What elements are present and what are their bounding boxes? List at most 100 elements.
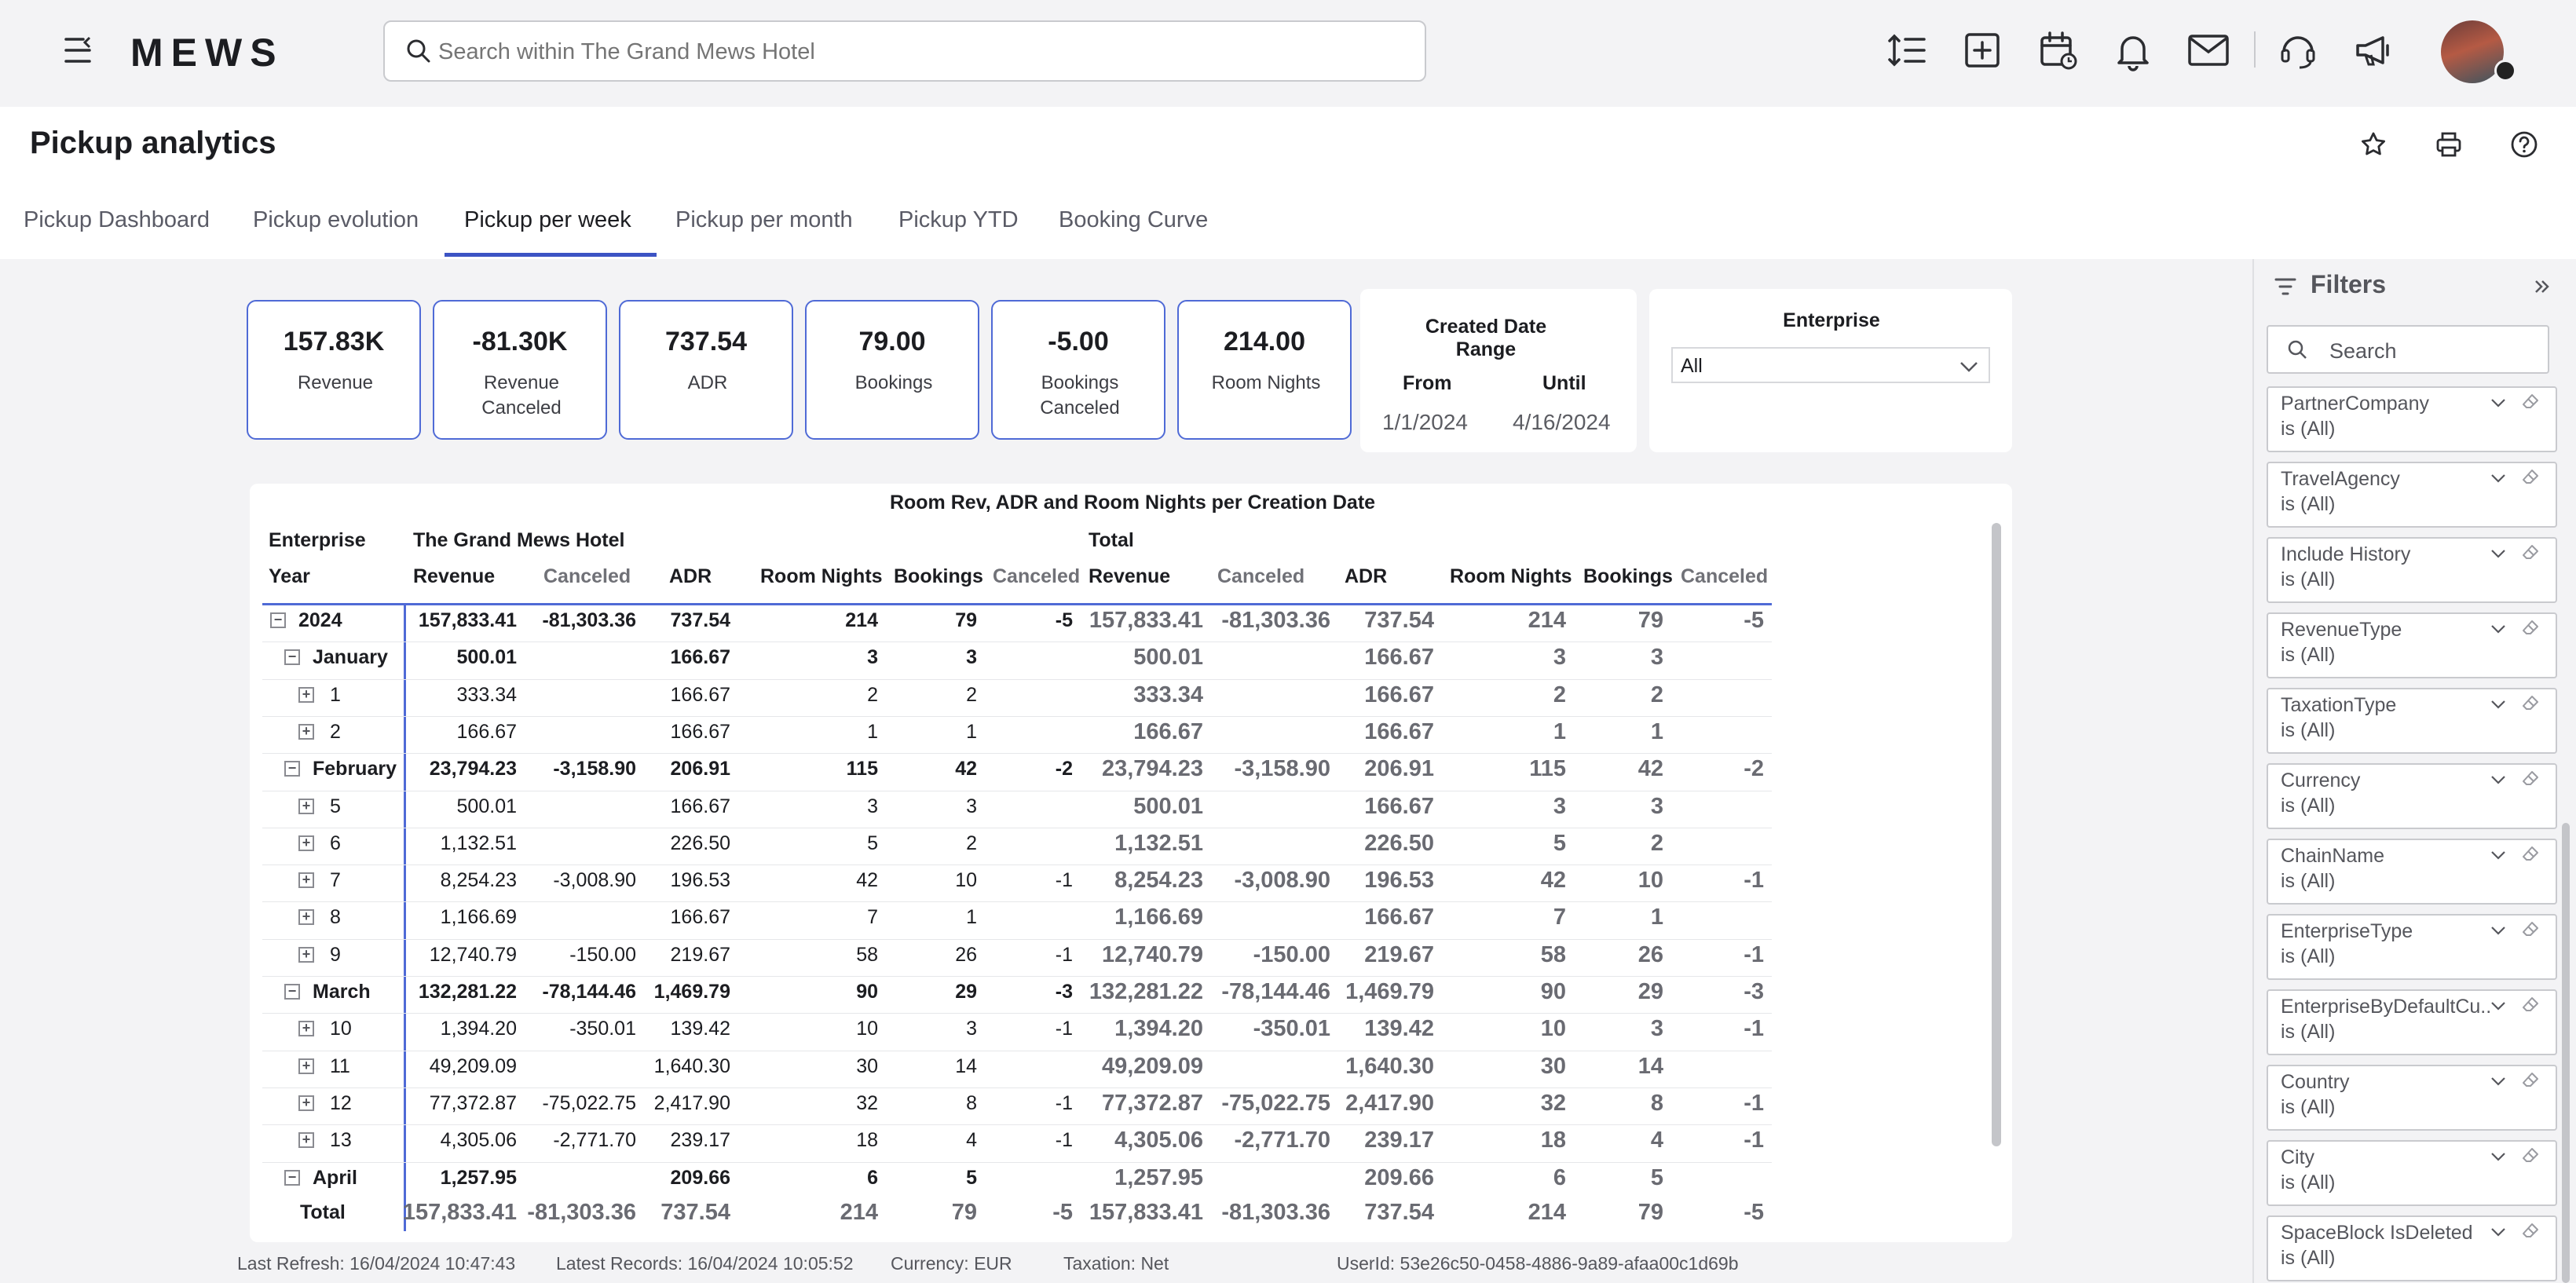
eraser-icon[interactable]: [2521, 1146, 2540, 1165]
filter-card[interactable]: TravelAgency is (All): [2267, 462, 2557, 528]
collapse-icon[interactable]: −: [284, 761, 300, 777]
filter-card[interactable]: ChainName is (All): [2267, 839, 2557, 905]
menu-icon[interactable]: [63, 35, 99, 66]
collapse-icon[interactable]: −: [284, 984, 300, 1000]
column-header[interactable]: Canceled: [1217, 565, 1305, 587]
chevron-down-icon[interactable]: [2490, 471, 2507, 485]
tab-pickup-per-week[interactable]: Pickup per week: [464, 207, 631, 232]
column-header[interactable]: ADR: [1345, 565, 1388, 587]
filter-card[interactable]: EnterpriseType is (All): [2267, 914, 2557, 980]
collapse-icon[interactable]: −: [284, 1169, 300, 1186]
filter-card[interactable]: SpaceBlock IsDeleted is (All): [2267, 1215, 2557, 1281]
collapse-pane-icon[interactable]: [2534, 278, 2551, 295]
date-until-value[interactable]: 4/16/2024: [1513, 410, 1611, 434]
megaphone-icon[interactable]: [2351, 28, 2395, 72]
row-label[interactable]: 13: [330, 1129, 352, 1152]
tab-pickup-dashboard[interactable]: Pickup Dashboard: [24, 207, 210, 232]
column-header[interactable]: Bookings: [1583, 565, 1673, 587]
row-label[interactable]: February: [313, 758, 397, 780]
enterprise-select[interactable]: All: [1671, 347, 1990, 383]
expand-icon[interactable]: +: [298, 946, 314, 963]
collapse-icon[interactable]: −: [284, 649, 300, 666]
eraser-icon[interactable]: [2521, 996, 2540, 1014]
line-spacing-icon[interactable]: [1885, 28, 1929, 72]
mews-logo[interactable]: MEWS: [130, 31, 284, 75]
add-square-icon[interactable]: [1960, 28, 2004, 72]
row-label[interactable]: 5: [330, 795, 341, 817]
expand-icon[interactable]: +: [298, 686, 314, 703]
chevron-down-icon[interactable]: [2490, 999, 2507, 1013]
row-label[interactable]: 11: [330, 1055, 350, 1077]
filter-card[interactable]: EnterpriseByDefaultCu... is (All): [2267, 989, 2557, 1055]
table-scrollbar[interactable]: [1992, 523, 2001, 1146]
kpi-card-room-nights[interactable]: 214.00 Room Nights: [1177, 300, 1352, 440]
expand-icon[interactable]: +: [298, 1058, 314, 1074]
row-label[interactable]: 12: [330, 1091, 352, 1114]
column-header[interactable]: Room Nights: [1450, 565, 1572, 587]
eraser-icon[interactable]: [2521, 543, 2540, 562]
global-search[interactable]: [383, 20, 1426, 82]
row-label[interactable]: January: [313, 646, 388, 669]
filter-search[interactable]: Search: [2267, 325, 2549, 374]
print-icon[interactable]: [2433, 129, 2464, 160]
chevron-down-icon[interactable]: [2490, 697, 2507, 711]
collapse-icon[interactable]: −: [270, 612, 286, 628]
chevron-down-icon[interactable]: [2490, 923, 2507, 938]
filter-card[interactable]: RevenueType is (All): [2267, 612, 2557, 678]
row-label[interactable]: 2: [330, 720, 341, 743]
date-from-value[interactable]: 1/1/2024: [1382, 410, 1468, 434]
column-header[interactable]: Canceled: [543, 565, 631, 587]
expand-icon[interactable]: +: [298, 1132, 314, 1149]
tab-pickup-ytd[interactable]: Pickup YTD: [898, 207, 1019, 232]
row-label[interactable]: 6: [330, 832, 341, 854]
star-icon[interactable]: [2358, 129, 2389, 160]
chevron-down-icon[interactable]: [2490, 546, 2507, 561]
bell-icon[interactable]: [2111, 28, 2155, 72]
row-label[interactable]: 10: [330, 1018, 352, 1040]
kpi-card-revenue-canceled[interactable]: -81.30K Revenue Canceled: [433, 300, 607, 440]
expand-icon[interactable]: +: [298, 798, 314, 814]
column-header[interactable]: Room Nights: [760, 565, 883, 587]
row-label[interactable]: 2024: [298, 609, 342, 631]
eraser-icon[interactable]: [2521, 769, 2540, 788]
tab-pickup-evolution[interactable]: Pickup evolution: [253, 207, 419, 232]
expand-icon[interactable]: +: [298, 1095, 314, 1111]
chevron-down-icon[interactable]: [2490, 773, 2507, 787]
filter-card[interactable]: Include History is (All): [2267, 537, 2557, 603]
row-label[interactable]: March: [313, 981, 371, 1003]
expand-icon[interactable]: +: [298, 1021, 314, 1037]
expand-icon[interactable]: +: [298, 872, 314, 889]
eraser-icon[interactable]: [2521, 1222, 2540, 1241]
eraser-icon[interactable]: [2521, 1071, 2540, 1090]
chevron-down-icon[interactable]: [2490, 848, 2507, 862]
row-label[interactable]: 7: [330, 869, 341, 892]
tab-pickup-per-month[interactable]: Pickup per month: [675, 207, 853, 232]
eraser-icon[interactable]: [2521, 845, 2540, 864]
row-label[interactable]: 9: [330, 943, 341, 966]
row-label[interactable]: April: [313, 1166, 357, 1189]
search-input[interactable]: [438, 31, 1396, 72]
filters-scrollbar[interactable]: [2562, 823, 2570, 1283]
kpi-card-bookings[interactable]: 79.00 Bookings: [805, 300, 979, 440]
kpi-card-revenue[interactable]: 157.83K Revenue: [247, 300, 421, 440]
expand-icon[interactable]: +: [298, 835, 314, 851]
chevron-down-icon[interactable]: [2490, 1225, 2507, 1239]
column-header[interactable]: Canceled: [1681, 565, 1769, 587]
row-label[interactable]: 8: [330, 906, 341, 929]
calendar-icon[interactable]: [2036, 28, 2080, 72]
column-header[interactable]: Revenue: [1089, 565, 1171, 587]
eraser-icon[interactable]: [2521, 619, 2540, 638]
tab-booking-curve[interactable]: Booking Curve: [1059, 207, 1209, 232]
mail-icon[interactable]: [2186, 28, 2230, 72]
kpi-card-adr[interactable]: 737.54 ADR: [619, 300, 793, 440]
filter-card[interactable]: TaxationType is (All): [2267, 688, 2557, 754]
column-header[interactable]: ADR: [669, 565, 712, 587]
row-label[interactable]: 1: [330, 683, 341, 706]
eraser-icon[interactable]: [2521, 694, 2540, 713]
filter-card[interactable]: Country is (All): [2267, 1065, 2557, 1131]
chevron-down-icon[interactable]: [2490, 396, 2507, 410]
eraser-icon[interactable]: [2521, 920, 2540, 939]
column-header[interactable]: Revenue: [413, 565, 496, 587]
expand-icon[interactable]: +: [298, 909, 314, 926]
eraser-icon[interactable]: [2521, 468, 2540, 487]
